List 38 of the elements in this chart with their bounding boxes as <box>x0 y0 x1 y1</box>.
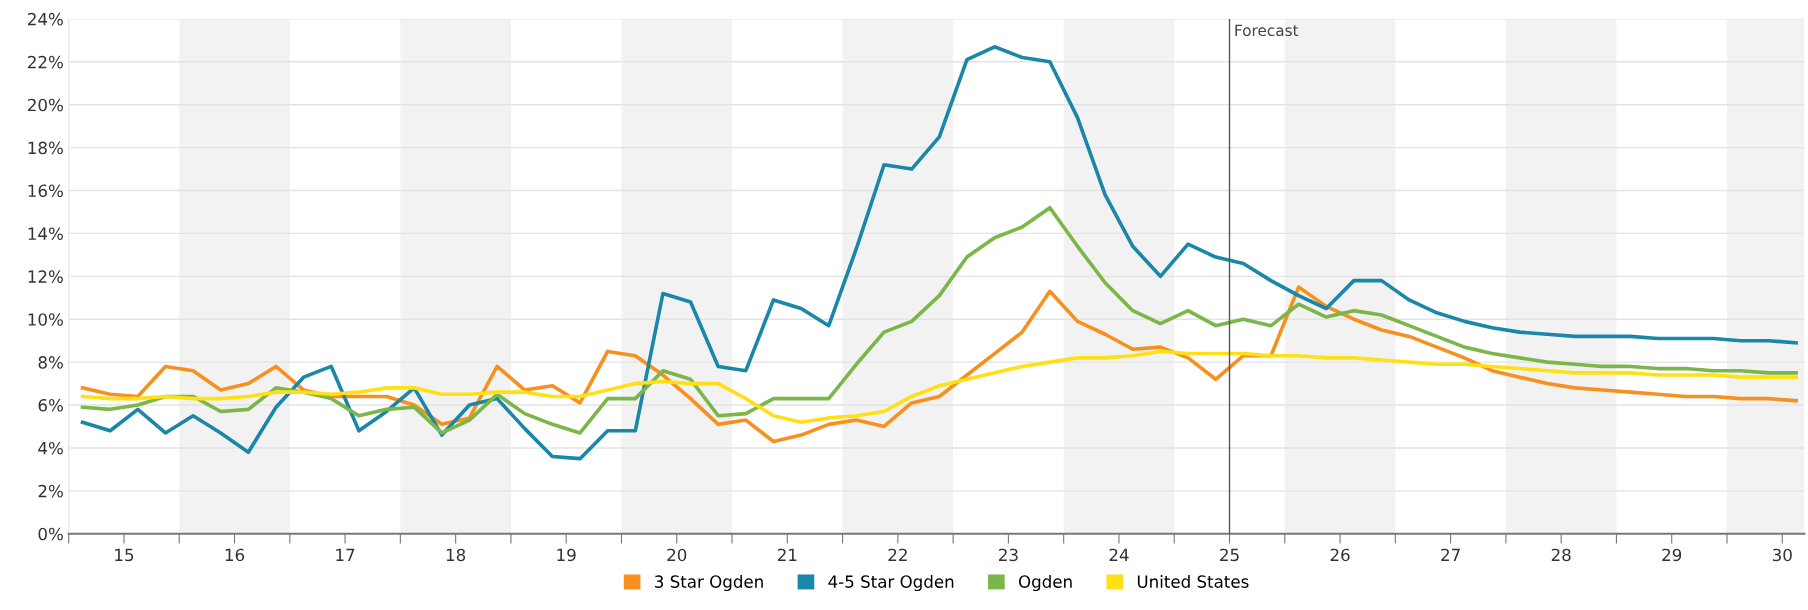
x-tick-label: 16 <box>225 548 245 562</box>
x-tick-label: 26 <box>1330 548 1350 562</box>
y-tick-label: 14% <box>28 227 63 240</box>
y-tick-label: 12% <box>28 270 63 283</box>
y-tick-label: 0% <box>38 527 63 541</box>
y-tick-label: 10% <box>28 313 63 326</box>
ref-line-label: Forecast <box>1235 24 1299 37</box>
x-tick-label: 17 <box>336 548 355 561</box>
x-tick-label: 22 <box>888 548 907 561</box>
y-tick-label: 24% <box>28 12 63 26</box>
line-series <box>80 349 1798 425</box>
x-tick-label: 20 <box>667 548 687 562</box>
line-series <box>80 44 1798 461</box>
legend-label: 4-5 Star Ogden <box>828 574 954 592</box>
legend-label: Ogden <box>1018 574 1072 592</box>
x-tick-label: 28 <box>1551 548 1571 562</box>
line-series <box>80 285 1798 444</box>
x-tick-label: 23 <box>999 548 1018 562</box>
y-tick-label: 22% <box>28 55 63 69</box>
x-tick-label: 24 <box>1109 548 1129 561</box>
x-tick-label: 25 <box>1220 548 1239 562</box>
y-tick-label: 8% <box>38 356 63 369</box>
y-tick-label: 6% <box>38 399 63 412</box>
legend-label: 3 Star Ogden <box>655 574 763 592</box>
x-tick-label: 27 <box>1441 548 1460 561</box>
x-tick-label: 29 <box>1662 548 1682 562</box>
x-tick-label: 15 <box>115 548 134 562</box>
y-tick-label: 16% <box>28 184 63 198</box>
x-tick-label: 30 <box>1772 548 1792 562</box>
x-tick-label: 19 <box>557 548 576 562</box>
y-tick-label: 20% <box>28 98 63 112</box>
line-series <box>80 205 1798 435</box>
y-tick-label: 4% <box>38 441 63 455</box>
x-tick-label: 21 <box>777 548 797 561</box>
y-tick-label: 2% <box>38 484 63 498</box>
y-tick-label: 18% <box>28 141 63 155</box>
x-tick-label: 18 <box>446 548 466 562</box>
legend-label: United States <box>1137 574 1249 588</box>
